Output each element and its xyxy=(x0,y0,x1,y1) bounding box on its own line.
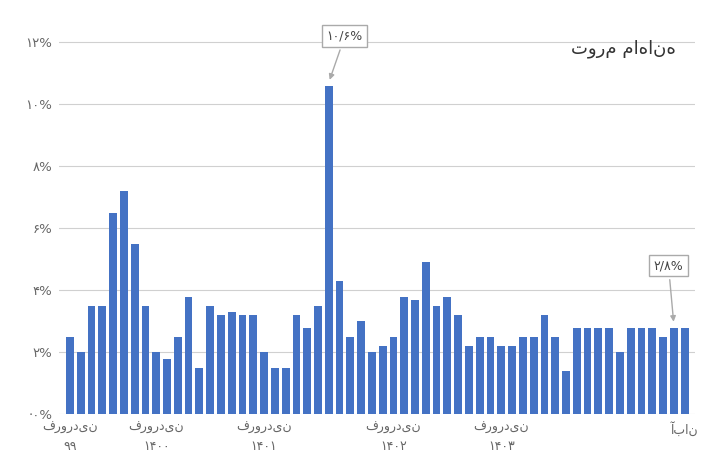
Bar xyxy=(411,300,419,414)
Bar xyxy=(304,328,311,414)
Bar xyxy=(551,337,559,414)
Bar xyxy=(260,352,268,414)
Bar xyxy=(573,328,581,414)
Bar xyxy=(228,312,235,414)
Bar xyxy=(325,86,333,414)
Bar xyxy=(174,337,181,414)
Bar xyxy=(336,281,343,414)
Bar xyxy=(584,328,592,414)
Bar xyxy=(562,371,570,414)
Bar xyxy=(519,337,527,414)
Bar xyxy=(66,337,74,414)
Bar xyxy=(250,315,257,414)
Bar xyxy=(594,328,602,414)
Bar xyxy=(433,306,441,414)
Bar xyxy=(368,352,376,414)
Bar xyxy=(422,263,429,414)
Bar xyxy=(239,315,247,414)
Bar xyxy=(465,346,473,414)
Bar xyxy=(648,328,656,414)
Bar xyxy=(141,306,149,414)
Bar xyxy=(627,328,635,414)
Bar xyxy=(508,346,516,414)
Bar xyxy=(217,315,225,414)
Bar xyxy=(476,337,483,414)
Bar xyxy=(670,328,678,414)
Bar xyxy=(498,346,506,414)
Bar xyxy=(131,244,139,414)
Bar xyxy=(379,346,387,414)
Text: تورم ماهانه: تورم ماهانه xyxy=(572,39,676,58)
Bar xyxy=(314,306,322,414)
Bar xyxy=(638,328,646,414)
Bar xyxy=(444,297,451,414)
Bar xyxy=(77,352,85,414)
Bar xyxy=(152,352,160,414)
Bar xyxy=(271,368,279,414)
Bar xyxy=(206,306,214,414)
Bar xyxy=(98,306,106,414)
Bar xyxy=(357,321,365,414)
Bar xyxy=(680,328,688,414)
Bar xyxy=(163,359,171,414)
Bar xyxy=(454,315,462,414)
Bar xyxy=(346,337,354,414)
Text: ۱۰/۶%: ۱۰/۶% xyxy=(327,29,363,78)
Text: ۲/۸%: ۲/۸% xyxy=(653,259,683,320)
Bar xyxy=(120,191,128,414)
Bar xyxy=(109,213,117,414)
Bar xyxy=(530,337,538,414)
Bar xyxy=(196,368,203,414)
Bar xyxy=(616,352,624,414)
Bar xyxy=(87,306,95,414)
Bar xyxy=(282,368,289,414)
Bar xyxy=(540,315,548,414)
Bar xyxy=(486,337,494,414)
Bar xyxy=(390,337,397,414)
Bar xyxy=(292,315,300,414)
Bar xyxy=(659,337,667,414)
Bar xyxy=(605,328,613,414)
Bar xyxy=(185,297,193,414)
Bar xyxy=(400,297,408,414)
